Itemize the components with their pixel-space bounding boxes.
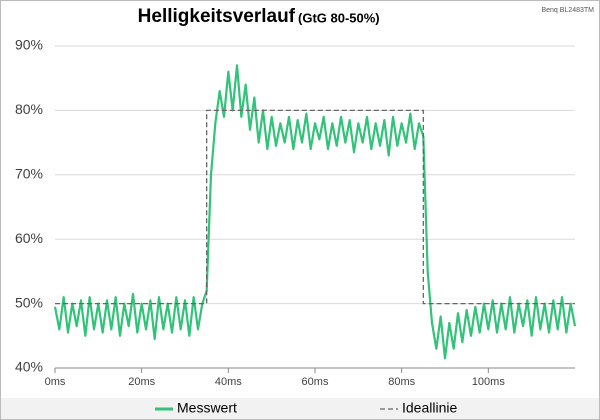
x-tick-label: 80ms: [388, 376, 415, 388]
chart-subtitle: (GtG 80-50%): [298, 10, 380, 25]
x-tick-label: 40ms: [215, 376, 242, 388]
chart-title: Helligkeitsverlauf: [138, 6, 296, 27]
annotation: Benq BL2483TM: [541, 7, 594, 14]
legend-label: Messwert: [177, 400, 237, 416]
y-tick-label: 80%: [15, 101, 43, 117]
y-tick-label: 70%: [15, 166, 43, 182]
series-line: [55, 109, 575, 305]
x-tick-label: 0ms: [45, 376, 66, 388]
series-line: [53, 64, 577, 360]
legend-band: [1, 398, 599, 419]
x-tick-label: 20ms: [128, 376, 155, 388]
y-tick-label: 40%: [15, 359, 43, 375]
x-tick-label: 100ms: [472, 376, 506, 388]
y-tick-label: 50%: [15, 294, 43, 310]
legend-label: Ideallinie: [402, 400, 457, 416]
y-tick-label: 90%: [15, 37, 43, 53]
x-tick-label: 60ms: [302, 376, 329, 388]
y-tick-label: 60%: [15, 230, 43, 246]
